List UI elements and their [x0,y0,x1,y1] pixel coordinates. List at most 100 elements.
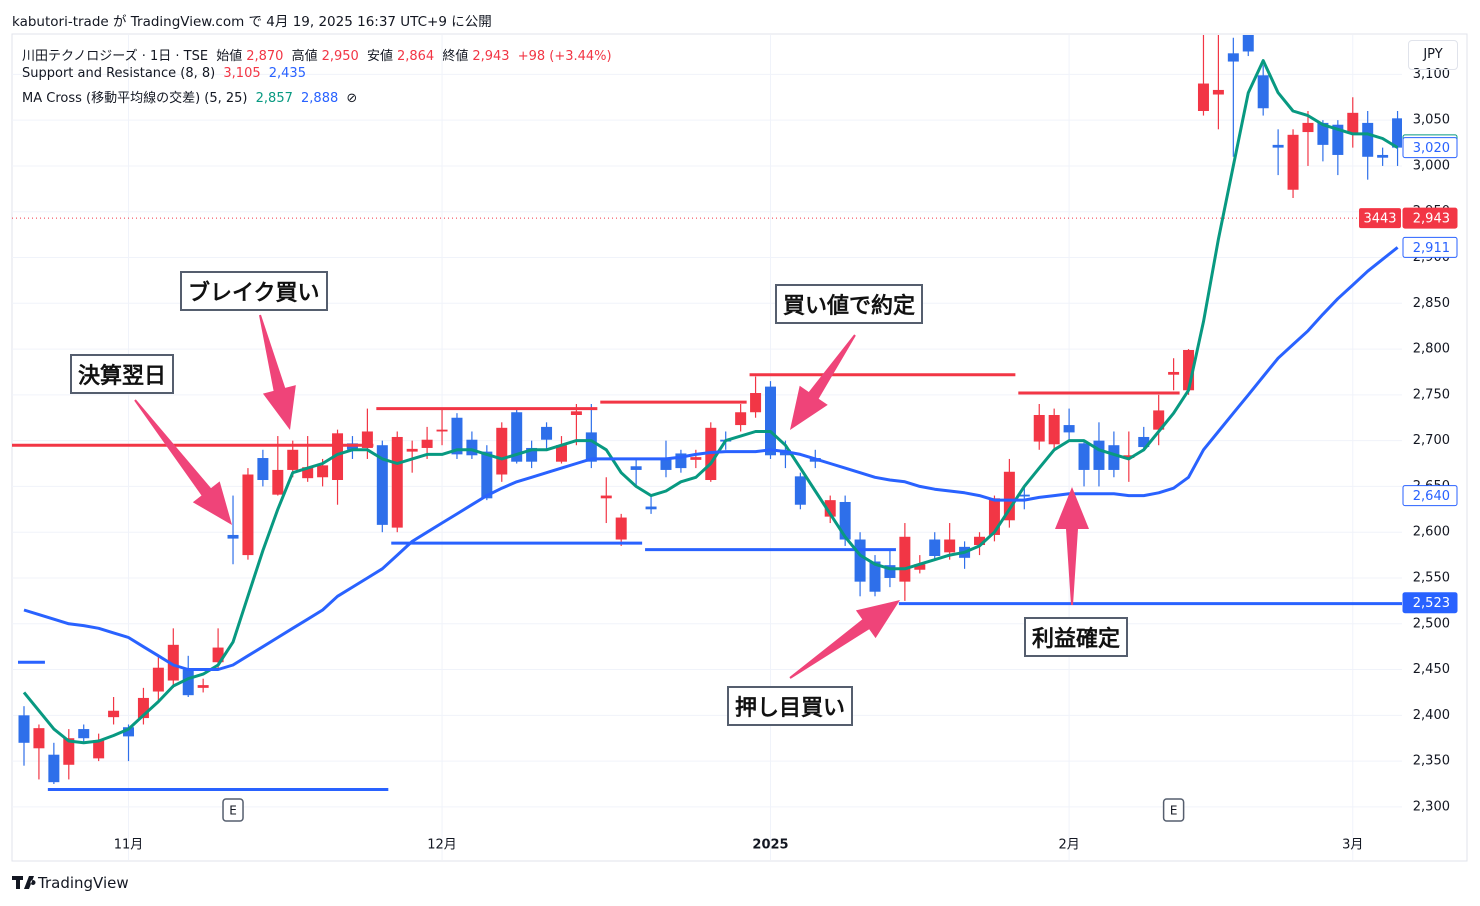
event-marker [1162,798,1185,822]
candle-body [1153,410,1165,430]
brand-text: TradingView [38,874,129,892]
ma-line [22,59,1399,745]
candle-body [108,710,120,718]
annotation: 決算翌日 [70,354,175,394]
ohlc-value: 2,870 [246,49,284,64]
x-tick-label: 3月 [1342,838,1363,853]
price-badge [1402,207,1458,229]
candle-body [421,439,433,448]
candle-body [317,465,329,478]
candle-body [615,517,627,540]
y-tick-label: 2,500 [1413,616,1450,631]
candle-body [466,439,478,456]
axes: 2,3002,3502,4002,4502,5002,5502,6002,650… [114,67,1458,853]
countdown-label: 3443 [1363,212,1396,227]
candle-body [167,644,179,681]
candle-body [1317,122,1329,145]
candle-body [884,565,896,578]
ohlc-label: 高値 [291,49,318,64]
candle-body [436,429,448,432]
candle-body [1138,436,1150,448]
candle-body [1093,440,1105,470]
candle-body [854,539,866,582]
candle-body [1362,122,1374,157]
ohlc-label: 安値 [366,49,393,64]
indicator-value: 2,857 [255,91,293,106]
candle-body [869,561,881,592]
candle-body [1003,471,1015,521]
candle-body [63,738,75,765]
candle-body [1197,83,1209,111]
candle-body [690,457,702,460]
y-tick-label: 3,050 [1413,113,1450,128]
price-badge [1402,137,1458,159]
candle-body [376,445,388,525]
legend-indicator: Support and Resistance (8, 8) 3,105 2,43… [22,66,310,81]
candle-body [824,500,836,517]
event-marker [222,798,244,822]
candle-body [585,432,597,462]
candle-body [197,685,209,688]
candle-body [1123,455,1135,459]
price-badge-label: 2,640 [1413,489,1450,504]
candle-body [645,506,657,510]
y-tick-label: 2,300 [1413,799,1450,814]
candle-body [1272,144,1284,148]
y-tick-label: 2,350 [1413,754,1450,769]
annotation: 押し目買い [727,686,854,726]
candle-body [839,501,851,540]
candle-body [735,412,747,426]
candle-body [1227,53,1239,62]
price-badge [1402,485,1458,507]
candle-body [496,427,508,475]
ohlc-value: 2,864 [396,49,435,64]
y-tick-label: 2,700 [1413,433,1450,448]
annotation-arrow [790,334,856,430]
candle-body [332,433,344,481]
candle-body [974,536,986,546]
candle-body [914,564,926,570]
candle-body [511,412,523,462]
x-tick-label: 11月 [114,838,144,853]
candle-body [227,534,239,539]
price-badge-label: 2,943 [1413,212,1450,227]
candle-body [18,715,30,743]
candle-body [242,474,254,556]
candle-body [1063,425,1075,433]
candle-body [1212,89,1224,95]
candle-body [361,431,373,448]
candle-body [1168,371,1180,375]
candle-body [929,539,941,557]
ohlc-label: 終値 [442,49,469,64]
y-tick-label: 2,850 [1413,296,1450,311]
x-tick-label: 12月 [427,838,457,853]
price-badge-label: 3,020 [1413,141,1450,156]
annotation-arrow [789,600,900,679]
legend-indicator: MA Cross (移動平均線の交差) (5, 25) 2,857 2,888 … [22,87,361,106]
event-label: E [1170,804,1178,818]
candle-body [1018,494,1030,497]
indicator-value: 3,105 [223,66,261,81]
candle-body [1108,445,1120,470]
brand-logo [12,876,36,889]
candle-body [675,453,687,469]
currency[interactable]: JPY [1408,40,1458,70]
candle-body [451,417,463,455]
event-label: E [229,804,237,818]
y-tick-label: 2,600 [1413,525,1450,540]
candle-body [1377,154,1389,158]
candle-body [391,436,403,528]
candle-body [750,393,762,413]
annotation-arrow [259,314,296,430]
candle-body [182,669,194,696]
y-tick-label: 2,750 [1413,387,1450,402]
candle-body [406,448,418,452]
ohlc-value: 2,950 [321,49,359,64]
candle-body [1257,75,1269,109]
price-badge [1402,236,1458,258]
legend-symbol-line: 川田テクノロジーズ · 1日 · TSE 始値 2,870 高値 2,950 安値 2… [22,45,616,64]
y-tick-label: 3,000 [1413,158,1450,173]
candle-body [899,536,911,582]
